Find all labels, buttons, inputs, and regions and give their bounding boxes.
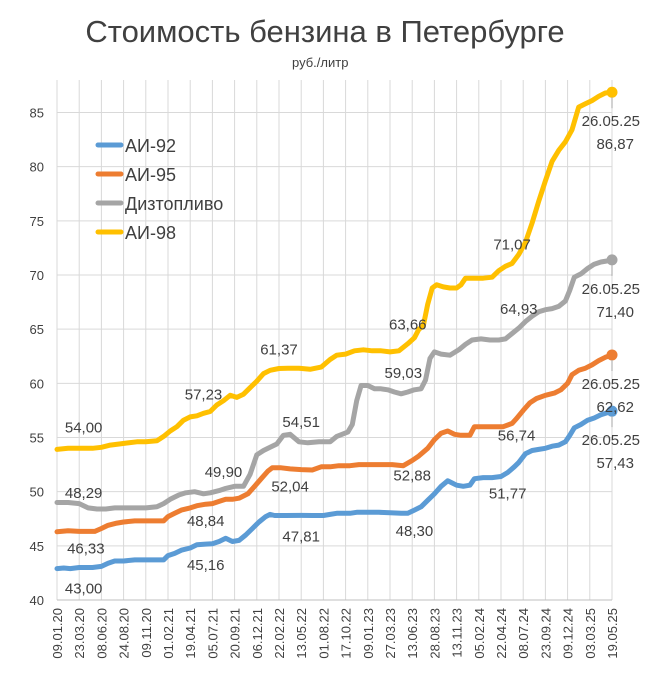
x-tick-label: 09.12.24 <box>561 608 576 659</box>
data-label: 52,88 <box>393 467 431 484</box>
x-tick-label: 13.05.22 <box>294 608 309 659</box>
data-label: 48,84 <box>187 513 225 530</box>
end-date-label: 26.05.25 <box>582 113 640 130</box>
x-tick-label: 05.07.21 <box>205 608 220 659</box>
y-tick-label: 50 <box>30 485 44 500</box>
data-label: 48,30 <box>396 523 434 540</box>
data-label: 57,23 <box>185 386 223 403</box>
series-line <box>54 352 615 535</box>
legend-label: Дизтопливо <box>125 194 223 214</box>
x-axis: 09.01.20 23.03.20 08.06.20 24.08.20 09.11.20… <box>50 608 620 659</box>
end-date-label: 26.05.25 <box>582 376 640 393</box>
y-tick-label: 80 <box>30 160 44 175</box>
end-value-label: 71,40 <box>596 304 634 321</box>
y-axis: 40 45 50 55 60 65 70 75 80 85 <box>30 106 44 609</box>
x-tick-label: 24.08.20 <box>117 608 132 659</box>
y-tick-label: 70 <box>30 268 44 283</box>
x-tick-label: 01.08.22 <box>316 608 331 659</box>
series-lines <box>54 86 618 572</box>
y-tick-label: 40 <box>30 593 44 608</box>
data-label: 59,03 <box>385 365 423 382</box>
x-tick-label: 09.11.20 <box>139 608 154 658</box>
end-value-label: 86,87 <box>596 136 634 153</box>
series-end-marker <box>606 405 618 417</box>
legend-label: АИ-92 <box>125 136 176 156</box>
x-tick-label: 08.06.20 <box>94 608 109 659</box>
end-value-label: 57,43 <box>596 455 634 472</box>
x-tick-label: 19.04.21 <box>183 608 198 659</box>
end-value-label: 62,62 <box>596 399 634 416</box>
x-tick-label: 22.04.24 <box>494 608 509 659</box>
x-tick-label: 09.01.23 <box>361 608 376 659</box>
x-tick-label: 03.03.25 <box>583 608 598 659</box>
series-line <box>54 257 615 512</box>
data-label: 51,77 <box>489 485 527 502</box>
data-label: 64,93 <box>500 301 538 318</box>
unit-label: руб./литр <box>292 55 349 70</box>
x-tick-label: 05.02.24 <box>472 608 487 659</box>
y-tick-label: 45 <box>30 539 44 554</box>
data-label: 43,00 <box>65 581 103 598</box>
x-tick-label: 08.07.24 <box>516 608 531 659</box>
data-label: 63,66 <box>389 317 427 334</box>
x-tick-label: 01.02.21 <box>161 608 176 659</box>
x-tick-label: 06.12.21 <box>250 608 265 659</box>
legend: АИ-92 АИ-95 Дизтопливо АИ-98 <box>95 136 223 243</box>
x-tick-label: 23.09.24 <box>538 608 553 659</box>
series-end-marker <box>606 349 618 361</box>
end-date-label: 26.05.25 <box>582 432 640 449</box>
x-tick-label: 20.09.21 <box>228 608 243 659</box>
data-label: 56,74 <box>498 428 536 445</box>
y-tick-label: 85 <box>30 106 44 121</box>
data-label: 46,33 <box>67 540 105 557</box>
x-tick-label: 22.02.22 <box>272 608 287 659</box>
data-label: 45,16 <box>187 557 225 574</box>
data-label: 61,37 <box>260 341 298 358</box>
chart-title: Стоимость бензина в Петербурге <box>85 14 565 49</box>
end-date-label: 26.05.25 <box>582 281 640 298</box>
data-label: 47,81 <box>282 528 320 545</box>
y-tick-label: 75 <box>30 214 44 229</box>
y-tick-label: 65 <box>30 322 44 337</box>
data-label: 54,51 <box>282 414 320 431</box>
series-line <box>54 408 615 572</box>
data-label: 52,04 <box>271 479 309 496</box>
series-line <box>54 89 615 452</box>
y-tick-label: 60 <box>30 376 44 391</box>
data-label: 54,00 <box>65 419 103 436</box>
x-tick-label: 13.11.23 <box>450 608 465 658</box>
series-end-marker <box>606 254 618 266</box>
legend-label: АИ-98 <box>125 223 176 243</box>
x-tick-label: 28.08.23 <box>427 608 442 659</box>
data-labels: 26.05.25 57,43 26.05.25 62,62 26.05.25 71,40 2… <box>65 97 640 598</box>
x-tick-label: 17.10.22 <box>339 608 354 659</box>
grid-lines <box>56 80 613 601</box>
x-tick-label: 23.03.20 <box>72 608 87 659</box>
x-tick-label: 13.06.23 <box>405 608 420 659</box>
series-end-marker <box>606 86 618 98</box>
x-tick-label: 27.03.23 <box>383 608 398 659</box>
data-label: 48,29 <box>65 485 103 502</box>
data-label: 49,90 <box>205 464 243 481</box>
x-tick-label: 09.01.20 <box>50 608 65 659</box>
legend-label: АИ-95 <box>125 165 176 185</box>
x-tick-label: 19.05.25 <box>605 608 620 659</box>
data-label: 71,07 <box>493 236 531 253</box>
y-tick-label: 55 <box>30 431 44 446</box>
